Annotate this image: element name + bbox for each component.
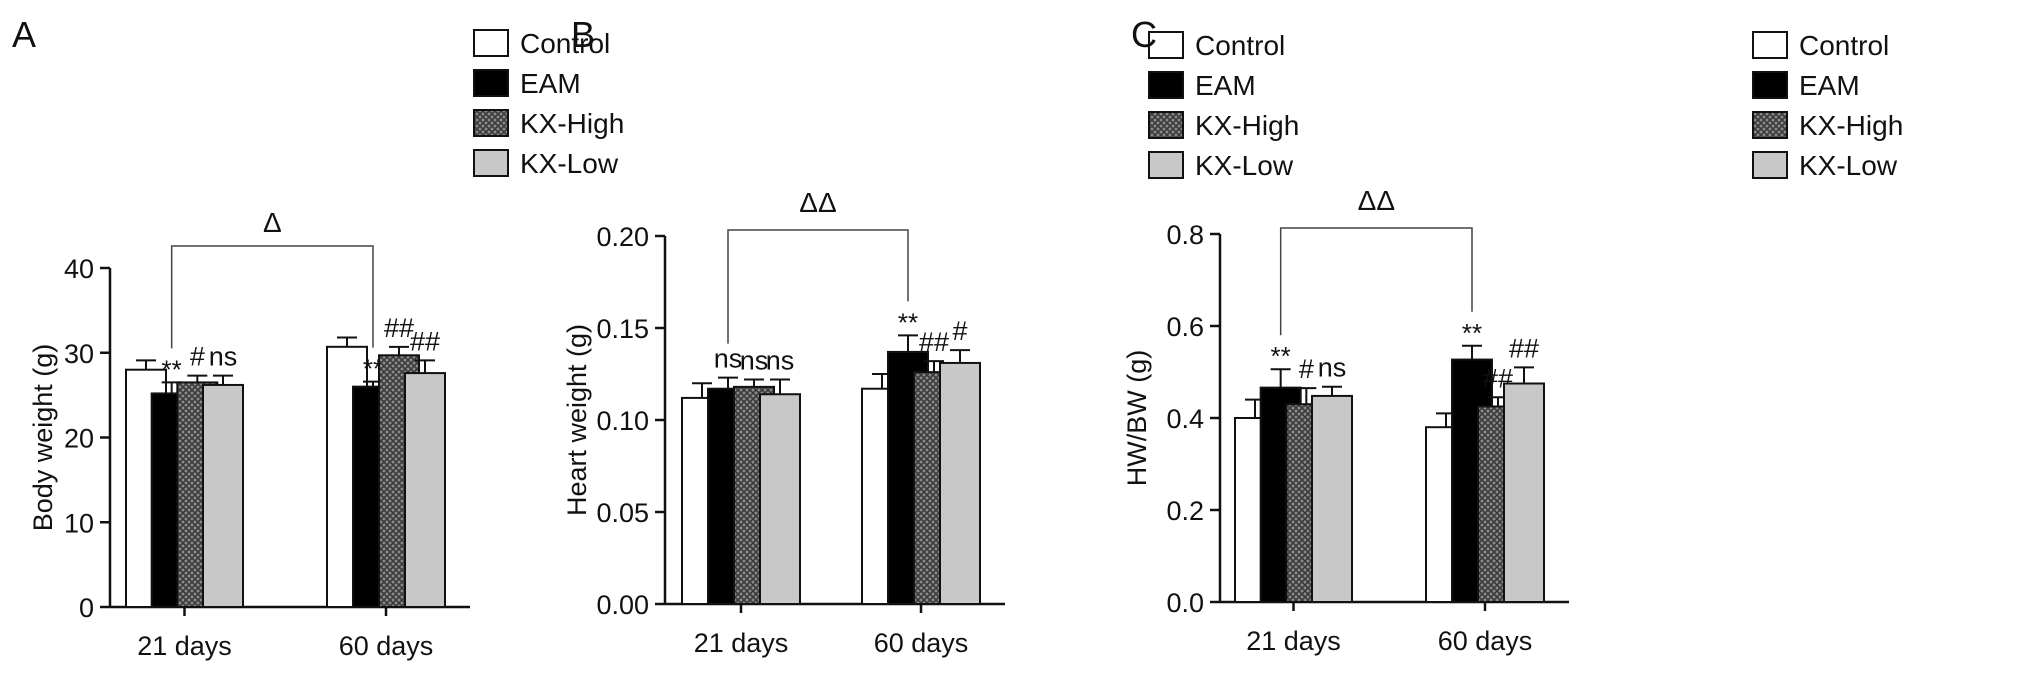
- significance-label: ns: [740, 346, 769, 376]
- significance-label: ##: [1509, 333, 1539, 363]
- x-tick-label: 60 days: [339, 631, 434, 661]
- bracket-label: Δ: [263, 207, 282, 238]
- significance-label: **: [898, 307, 918, 337]
- legend-swatch-kx-high: [473, 109, 509, 137]
- panel-label: B: [571, 14, 595, 55]
- y-tick-label: 0.8: [1166, 220, 1204, 250]
- significance-label: ns: [209, 342, 238, 372]
- legend-swatch-kx-low: [473, 149, 509, 177]
- y-tick-label: 0.0: [1166, 588, 1204, 618]
- y-tick-label: 20: [64, 424, 94, 454]
- legend-label: Control: [520, 28, 610, 59]
- legend-label: KX-Low: [1195, 150, 1294, 181]
- panel-c: C 0.0 0.2 0.4 0.6 0.8 HW/BW (g) 21 days ** # ns 60 …: [1122, 14, 1903, 656]
- panel-b: B 0.00 0.05 0.10 0.15 0.20 Heart weight (g) 21 …: [562, 14, 1299, 658]
- significance-label: ns: [766, 346, 795, 376]
- y-tick-label: 0.00: [596, 590, 649, 620]
- legend-label: Control: [1799, 30, 1889, 61]
- legend-label: KX-Low: [1799, 150, 1898, 181]
- y-tick-label: 0.10: [596, 406, 649, 436]
- y-tick-label: 0.4: [1166, 404, 1204, 434]
- x-tick-label: 21 days: [137, 631, 232, 661]
- comparison-bracket: [727, 229, 909, 344]
- legend-label: EAM: [1195, 70, 1256, 101]
- legend-swatch-kx-high: [1752, 111, 1788, 139]
- y-tick-label: 0.20: [596, 222, 649, 252]
- legend-swatch-eam: [1752, 71, 1788, 99]
- significance-label: ns: [1318, 353, 1347, 383]
- legend-label: KX-Low: [520, 148, 619, 179]
- significance-label: **: [1462, 318, 1482, 348]
- significance-label: ##: [410, 326, 440, 356]
- x-tick-label: 60 days: [1438, 626, 1533, 656]
- y-tick-label: 40: [64, 254, 94, 284]
- x-tick-label: 21 days: [1246, 626, 1341, 656]
- legend-swatch-kx-low: [1752, 151, 1788, 179]
- legend-swatch-kx-high: [1148, 111, 1184, 139]
- panel-label: C: [1131, 14, 1157, 55]
- significance-label: #: [190, 342, 205, 372]
- bar-kx-low: [1311, 394, 1353, 604]
- bar-kx-low: [939, 361, 981, 605]
- significance-label: ##: [919, 327, 949, 357]
- panel-label: A: [12, 14, 36, 55]
- y-axis-label: Heart weight (g): [562, 324, 592, 516]
- panel-a: A 0 10 20 30 40 Body weight (g) 21 days ** # ns 60 …: [12, 14, 624, 661]
- y-axis-label: Body weight (g): [28, 344, 58, 532]
- legend-swatch-control: [473, 29, 509, 57]
- comparison-bracket: [170, 245, 374, 349]
- bar-kx-low: [404, 372, 446, 608]
- legend-label: KX-High: [1195, 110, 1299, 141]
- significance-label: **: [162, 354, 182, 384]
- legend-swatch-eam: [1148, 71, 1184, 99]
- legend-swatch-control: [1752, 31, 1788, 59]
- y-tick-label: 0.2: [1166, 496, 1204, 526]
- y-tick-label: 30: [64, 339, 94, 369]
- legend-swatch-eam: [473, 69, 509, 97]
- legend-label: Control: [1195, 30, 1285, 61]
- legend-label: EAM: [520, 68, 581, 99]
- legend-swatch-kx-low: [1148, 151, 1184, 179]
- significance-label: #: [952, 316, 967, 346]
- y-tick-label: 0.05: [596, 498, 649, 528]
- bracket-label: ΔΔ: [1358, 185, 1395, 216]
- y-axis-label: HW/BW (g): [1122, 350, 1152, 486]
- significance-label: #: [1299, 354, 1314, 384]
- bar-kx-low: [1503, 382, 1545, 603]
- legend-label: KX-High: [1799, 110, 1903, 141]
- y-tick-label: 10: [64, 508, 94, 538]
- legend-label: KX-High: [520, 108, 624, 139]
- comparison-bracket: [1279, 227, 1473, 336]
- y-tick-label: 0.15: [596, 314, 649, 344]
- significance-label: **: [1271, 341, 1291, 371]
- legend-swatch-control: [1148, 31, 1184, 59]
- significance-label: ##: [384, 313, 414, 343]
- x-tick-label: 60 days: [874, 628, 969, 658]
- bracket-label: ΔΔ: [799, 187, 836, 218]
- significance-label: ns: [714, 344, 743, 374]
- bar-kx-low: [202, 383, 244, 608]
- bar-kx-low: [759, 393, 801, 605]
- y-tick-label: 0: [79, 593, 94, 623]
- x-tick-label: 21 days: [694, 628, 789, 658]
- y-tick-label: 0.6: [1166, 312, 1204, 342]
- legend-label: EAM: [1799, 70, 1860, 101]
